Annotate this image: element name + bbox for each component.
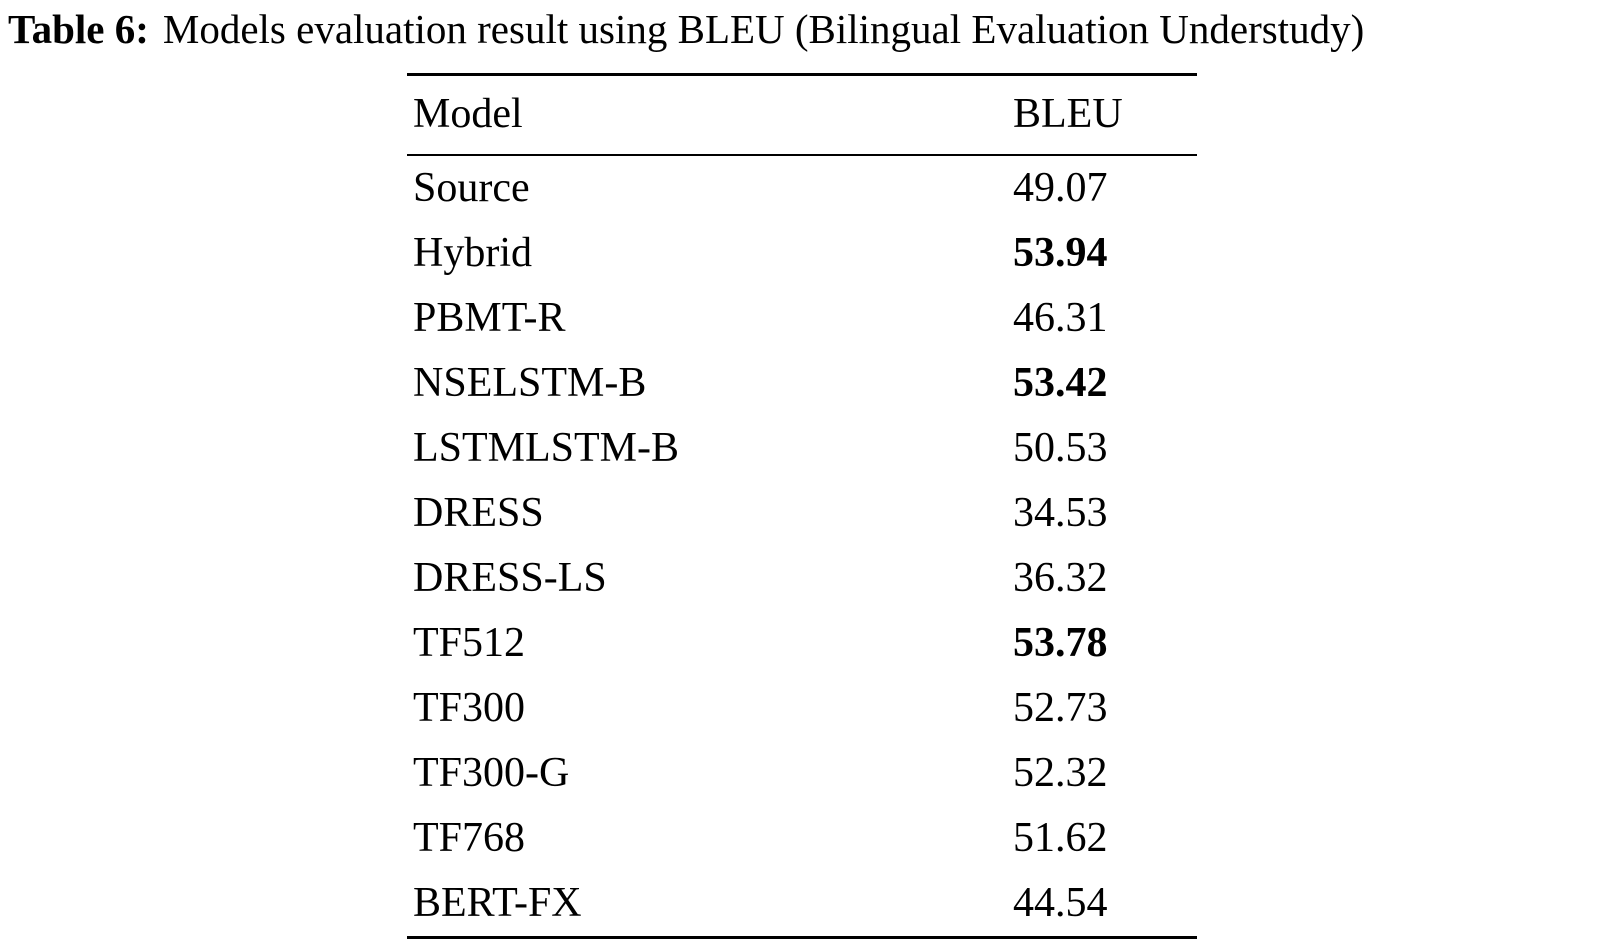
bleu-cell: 49.07 <box>1013 165 1108 212</box>
bleu-cell: 52.32 <box>1013 750 1108 797</box>
table-header-row: Model BLEU <box>407 75 1197 156</box>
model-cell: LSTMLSTM-B <box>413 425 680 472</box>
model-cell: TF768 <box>413 815 526 862</box>
table-row: DRESS 34.53 <box>407 481 1197 546</box>
model-cell: BERT-FX <box>413 880 582 927</box>
table-row: Hybrid 53.94 <box>407 221 1197 286</box>
model-cell: Source <box>413 165 530 212</box>
table-row: BERT-FX 44.54 <box>407 871 1197 938</box>
table-row: TF768 51.62 <box>407 806 1197 871</box>
model-cell: DRESS-LS <box>413 555 607 602</box>
bleu-cell: 51.62 <box>1013 815 1108 862</box>
model-cell: TF300-G <box>413 750 570 797</box>
model-cell: Hybrid <box>413 230 532 277</box>
bleu-cell: 46.31 <box>1013 295 1108 342</box>
model-cell: NSELSTM-B <box>413 360 647 407</box>
table-body: Source 49.07 Hybrid 53.94 PBMT-R 46.31 NSELSTM… <box>407 155 1197 938</box>
model-cell: DRESS <box>413 490 544 537</box>
bleu-cell: 36.32 <box>1013 555 1108 602</box>
table-caption-text: Models evaluation result using BLEU (Bil… <box>162 6 1365 52</box>
table-row: PBMT-R 46.31 <box>407 286 1197 351</box>
bleu-cell: 53.94 <box>1013 230 1108 277</box>
table-row: Source 49.07 <box>407 155 1197 221</box>
table-caption-label: Table 6: <box>8 6 149 52</box>
bleu-cell: 44.54 <box>1013 880 1108 927</box>
bleu-cell: 53.42 <box>1013 360 1108 407</box>
model-cell: TF512 <box>413 620 526 667</box>
bleu-cell: 52.73 <box>1013 685 1108 732</box>
bleu-column-header: BLEU <box>1013 91 1123 138</box>
model-column-header: Model <box>413 91 523 138</box>
table-row: TF512 53.78 <box>407 611 1197 676</box>
table-row: TF300 52.73 <box>407 676 1197 741</box>
bleu-results-table: Model BLEU Source 49.07 Hybrid 53.94 PBMT-R 4… <box>407 73 1197 939</box>
table-row: LSTMLSTM-B 50.53 <box>407 416 1197 481</box>
bleu-cell: 53.78 <box>1013 620 1108 667</box>
table-row: NSELSTM-B 53.42 <box>407 351 1197 416</box>
model-cell: TF300 <box>413 685 526 732</box>
table-caption: Table 6: Models evaluation result using B… <box>0 0 1604 53</box>
bleu-cell: 50.53 <box>1013 425 1108 472</box>
model-cell: PBMT-R <box>413 295 566 342</box>
bleu-cell: 34.53 <box>1013 490 1108 537</box>
table-row: DRESS-LS 36.32 <box>407 546 1197 611</box>
table-row: TF300-G 52.32 <box>407 741 1197 806</box>
